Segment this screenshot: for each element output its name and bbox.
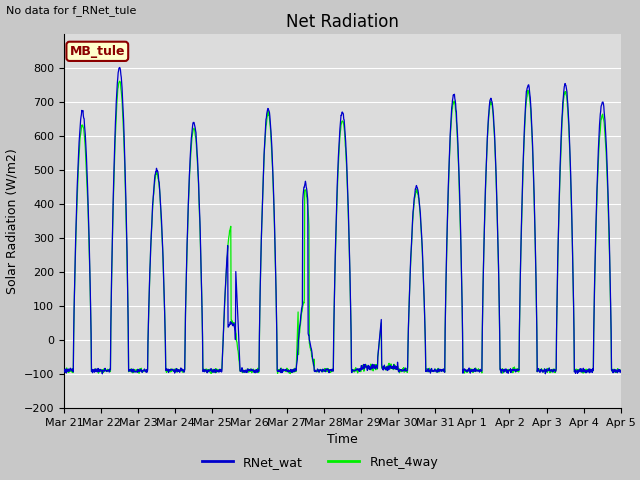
Rnet_4way	[552, 369, 559, 374]
RNet_wat	[60, 369, 68, 374]
RNet_wat	[185, 192, 193, 198]
Line: Rnet_4way: Rnet_4way	[64, 81, 621, 373]
Rnet_4way	[502, 367, 510, 373]
RNet_wat	[116, 65, 124, 71]
Rnet_4way	[184, 208, 192, 214]
RNet_wat	[99, 371, 106, 377]
Rnet_4way	[60, 369, 68, 374]
Rnet_4way	[287, 371, 294, 376]
Text: MB_tule: MB_tule	[70, 45, 125, 58]
RNet_wat	[502, 367, 510, 372]
RNet_wat	[172, 369, 179, 375]
Rnet_4way	[617, 367, 625, 373]
RNet_wat	[617, 368, 625, 373]
Rnet_4way	[116, 78, 124, 84]
Rnet_4way	[246, 366, 254, 372]
Title: Net Radiation: Net Radiation	[286, 12, 399, 31]
RNet_wat	[247, 368, 255, 373]
RNet_wat	[429, 368, 437, 373]
RNet_wat	[552, 369, 559, 374]
Y-axis label: Solar Radiation (W/m2): Solar Radiation (W/m2)	[5, 148, 18, 294]
Legend: RNet_wat, Rnet_4way: RNet_wat, Rnet_4way	[197, 451, 443, 474]
X-axis label: Time: Time	[327, 433, 358, 446]
Rnet_4way	[171, 366, 179, 372]
Rnet_4way	[429, 368, 437, 374]
Text: No data for f_RNet_tule: No data for f_RNet_tule	[6, 5, 137, 16]
Line: RNet_wat: RNet_wat	[64, 68, 621, 374]
